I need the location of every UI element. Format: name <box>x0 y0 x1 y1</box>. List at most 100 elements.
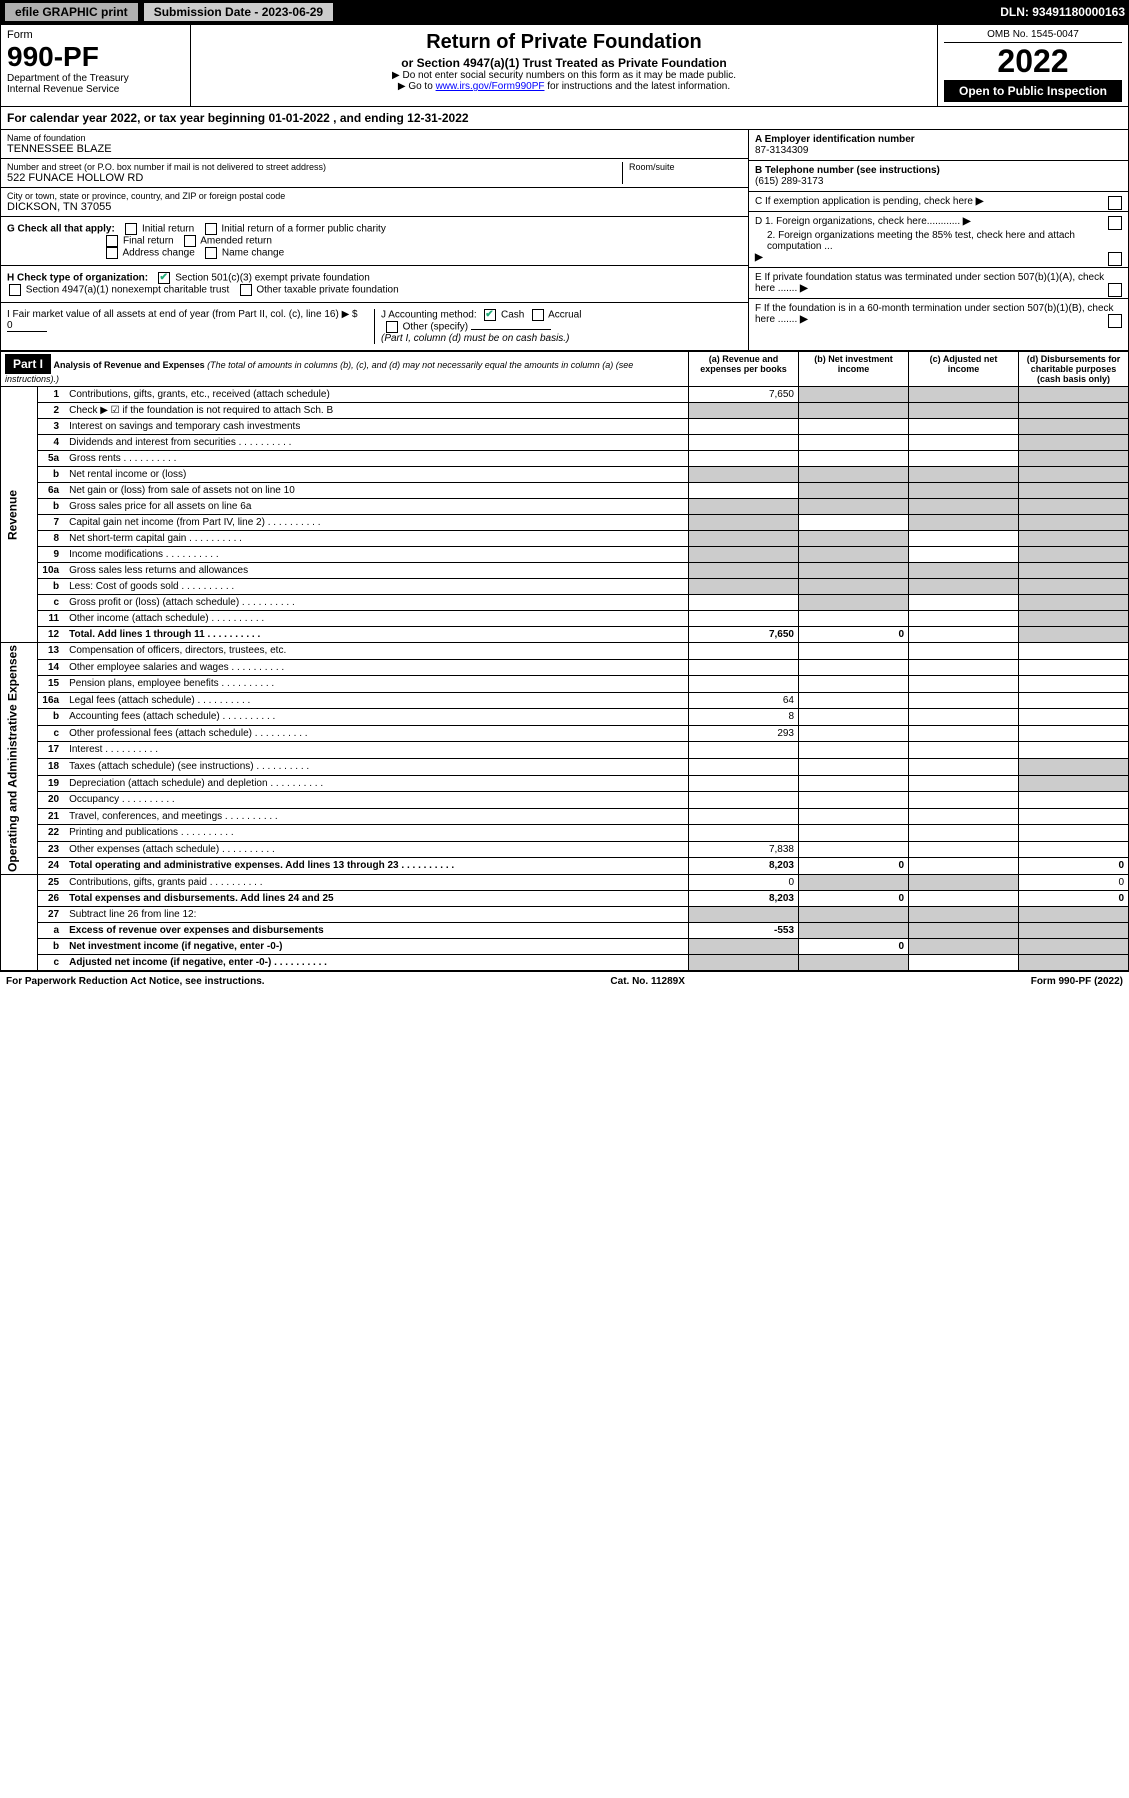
line-19-desc: Depreciation (attach schedule) and deple… <box>65 775 688 792</box>
cb-name-change[interactable] <box>205 247 217 259</box>
analysis-table: Part I Analysis of Revenue and Expenses … <box>0 351 1129 971</box>
cb-60month[interactable] <box>1108 314 1122 328</box>
col-a-header: (a) Revenue and expenses per books <box>689 352 799 387</box>
opt-amended: Amended return <box>200 236 272 247</box>
line-5b-desc: Net rental income or (loss) <box>65 467 688 483</box>
addr-label: Number and street (or P.O. box number if… <box>7 162 622 172</box>
address-cell: Number and street (or P.O. box number if… <box>1 159 748 188</box>
cb-terminated[interactable] <box>1108 283 1122 297</box>
line-25: 25Contributions, gifts, grants paid00 <box>1 874 1129 890</box>
info-left: Name of foundation TENNESSEE BLAZE Numbe… <box>1 130 748 350</box>
opt-former: Initial return of a former public charit… <box>221 224 386 235</box>
line-5a-desc: Gross rents <box>65 451 688 467</box>
line-14-desc: Other employee salaries and wages <box>65 659 688 676</box>
note-link: ▶ Go to www.irs.gov/Form990PF for instru… <box>201 81 927 92</box>
ij-row: I Fair market value of all assets at end… <box>1 303 748 350</box>
cb-cash[interactable] <box>484 309 496 321</box>
cb-amended[interactable] <box>184 235 196 247</box>
line-5a: 5aGross rents <box>1 451 1129 467</box>
line-10a: 10aGross sales less returns and allowanc… <box>1 563 1129 579</box>
cb-other-method[interactable] <box>386 321 398 333</box>
irs-link[interactable]: www.irs.gov/Form990PF <box>436 81 545 92</box>
cb-accrual[interactable] <box>532 309 544 321</box>
opt-501c3: Section 501(c)(3) exempt private foundat… <box>175 273 370 284</box>
j-label: J Accounting method: <box>381 310 477 321</box>
line-10b-desc: Less: Cost of goods sold <box>65 579 688 595</box>
calendar-year-row: For calendar year 2022, or tax year begi… <box>0 107 1129 130</box>
tax-year: 2022 <box>944 43 1122 80</box>
line-10b: bLess: Cost of goods sold <box>1 579 1129 595</box>
line-16c: cOther professional fees (attach schedul… <box>1 725 1129 742</box>
submission-date: Submission Date - 2023-06-29 <box>143 2 334 22</box>
info-right: A Employer identification number 87-3134… <box>748 130 1128 350</box>
h-checks: H Check type of organization: Section 50… <box>1 266 748 303</box>
line-24-a: 8,203 <box>689 858 799 875</box>
note-prefix: ▶ Go to <box>398 81 436 92</box>
cb-foreign-org[interactable] <box>1108 216 1122 230</box>
line-7: 7Capital gain net income (from Part IV, … <box>1 515 1129 531</box>
line-11: 11Other income (attach schedule) <box>1 611 1129 627</box>
cb-address-change[interactable] <box>106 247 118 259</box>
cb-final-return[interactable] <box>106 235 118 247</box>
i-label: I Fair market value of all assets at end… <box>7 309 358 320</box>
line-12: 12Total. Add lines 1 through 117,6500 <box>1 627 1129 643</box>
note-suffix: for instructions and the latest informat… <box>544 81 730 92</box>
line-27-desc: Subtract line 26 from line 12: <box>65 906 688 922</box>
line-25-a: 0 <box>689 874 799 890</box>
footer-left: For Paperwork Reduction Act Notice, see … <box>6 976 265 987</box>
line-27a-a: -553 <box>689 922 799 938</box>
phone-value: (615) 289-3173 <box>755 176 823 187</box>
foundation-address: 522 FUNACE HOLLOW RD <box>7 172 622 184</box>
expenses-label: Operating and Administrative Expenses <box>1 643 38 875</box>
efile-print-button[interactable]: efile GRAPHIC print <box>4 2 139 22</box>
line-16a: 16aLegal fees (attach schedule)64 <box>1 692 1129 709</box>
open-public: Open to Public Inspection <box>944 80 1122 102</box>
line-16a-desc: Legal fees (attach schedule) <box>65 692 688 709</box>
footer-right: Form 990-PF (2022) <box>1031 976 1123 987</box>
cb-4947[interactable] <box>9 284 21 296</box>
form-number: 990-PF <box>7 41 184 73</box>
opt-final: Final return <box>123 236 174 247</box>
line-6a: 6aNet gain or (loss) from sale of assets… <box>1 483 1129 499</box>
cb-initial-former[interactable] <box>205 223 217 235</box>
line-9: 9Income modifications <box>1 547 1129 563</box>
opt-other-method: Other (specify) <box>403 322 469 333</box>
line-15: 15Pension plans, employee benefits <box>1 676 1129 693</box>
opt-cash: Cash <box>501 310 524 321</box>
line-27b-desc: Net investment income (if negative, ente… <box>65 938 688 954</box>
line-6b: bGross sales price for all assets on lin… <box>1 499 1129 515</box>
line-6b-desc: Gross sales price for all assets on line… <box>65 499 688 515</box>
info-grid: Name of foundation TENNESSEE BLAZE Numbe… <box>0 130 1129 351</box>
line-8-desc: Net short-term capital gain <box>65 531 688 547</box>
line-27c: cAdjusted net income (if negative, enter… <box>1 954 1129 970</box>
line-18-desc: Taxes (attach schedule) (see instruction… <box>65 758 688 775</box>
form-word: Form <box>7 29 184 41</box>
d-cell: D 1. Foreign organizations, check here..… <box>749 212 1128 268</box>
line-17: 17Interest <box>1 742 1129 759</box>
page-footer: For Paperwork Reduction Act Notice, see … <box>0 971 1129 991</box>
part1-title: Analysis of Revenue and Expenses <box>54 360 205 370</box>
line-26-a: 8,203 <box>689 890 799 906</box>
cb-other-taxable[interactable] <box>240 284 252 296</box>
phone-cell: B Telephone number (see instructions) (6… <box>749 161 1128 192</box>
line-14: 14Other employee salaries and wages <box>1 659 1129 676</box>
j-note: (Part I, column (d) must be on cash basi… <box>381 333 569 344</box>
line-24-d: 0 <box>1019 858 1129 875</box>
cb-exemption-pending[interactable] <box>1108 196 1122 210</box>
opt-name-change: Name change <box>222 248 284 259</box>
ein-value: 87-3134309 <box>755 145 808 156</box>
cb-85pct[interactable] <box>1108 252 1122 266</box>
g-label: G Check all that apply: <box>7 224 115 235</box>
line-26-d: 0 <box>1019 890 1129 906</box>
line-8: 8Net short-term capital gain <box>1 531 1129 547</box>
line-27a: aExcess of revenue over expenses and dis… <box>1 922 1129 938</box>
footer-center: Cat. No. 11289X <box>610 976 684 987</box>
cb-501c3[interactable] <box>158 272 170 284</box>
line-27a-desc: Excess of revenue over expenses and disb… <box>65 922 688 938</box>
opt-4947: Section 4947(a)(1) nonexempt charitable … <box>26 285 229 296</box>
cb-initial-return[interactable] <box>125 223 137 235</box>
line-19: 19Depreciation (attach schedule) and dep… <box>1 775 1129 792</box>
line-26-b: 0 <box>799 890 909 906</box>
line-23-desc: Other expenses (attach schedule) <box>65 841 688 858</box>
line-20: 20Occupancy <box>1 792 1129 809</box>
